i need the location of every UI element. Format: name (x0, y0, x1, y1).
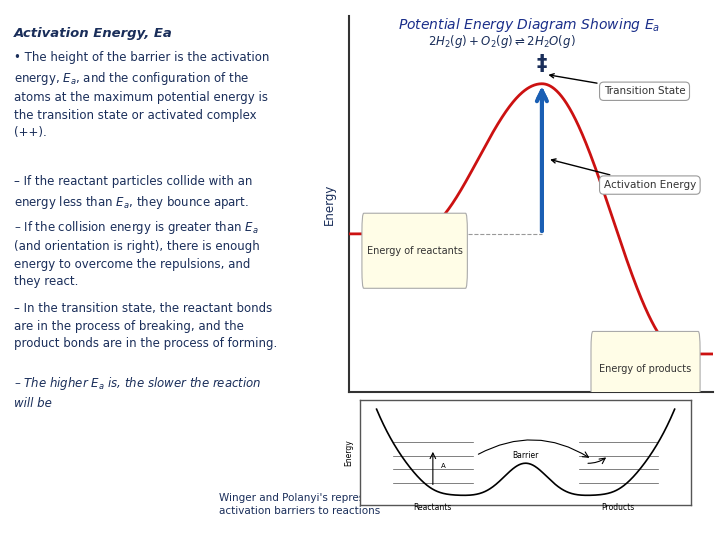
Text: Energy: Energy (323, 183, 336, 225)
Text: • The height of the barrier is the activation
energy, $E_a$, and the configurati: • The height of the barrier is the activ… (14, 51, 269, 139)
Text: $2H_2(g) + O_2(g) \rightleftharpoons 2H_2O(g)$: $2H_2(g) + O_2(g) \rightleftharpoons 2H_… (428, 33, 576, 50)
Text: – If the collision energy is greater than $E_a$
(and orientation is right), ther: – If the collision energy is greater tha… (14, 219, 260, 288)
Text: – The higher $E_a$ is, the slower the reaction
will be: – The higher $E_a$ is, the slower the re… (14, 375, 261, 410)
FancyBboxPatch shape (591, 332, 700, 407)
Text: Products: Products (602, 503, 635, 512)
Text: Energy of products: Energy of products (600, 364, 692, 374)
Text: Transition State: Transition State (550, 74, 685, 96)
Text: Activation Energy: Activation Energy (552, 159, 696, 190)
Text: Barrier: Barrier (513, 451, 539, 460)
Text: ‡: ‡ (536, 55, 547, 75)
Text: A: A (441, 463, 446, 469)
Text: Reaction progress: Reaction progress (478, 423, 584, 436)
Text: – In the transition state, the reactant bonds
are in the process of breaking, an: – In the transition state, the reactant … (14, 302, 277, 350)
Text: Energy of reactants: Energy of reactants (366, 246, 462, 256)
Text: Winger and Polanyi's representation of Arrhenius model of
activation barriers to: Winger and Polanyi's representation of A… (219, 494, 523, 516)
Text: Reactants: Reactants (414, 503, 452, 512)
FancyBboxPatch shape (362, 213, 467, 288)
Text: Activation Energy, Ea: Activation Energy, Ea (14, 27, 173, 40)
Text: – If the reactant particles collide with an
energy less than $E_a$, they bounce : – If the reactant particles collide with… (14, 176, 253, 211)
Text: Potential Energy Diagram Showing $E_a$: Potential Energy Diagram Showing $E_a$ (398, 16, 660, 34)
Text: Energy: Energy (344, 439, 354, 465)
